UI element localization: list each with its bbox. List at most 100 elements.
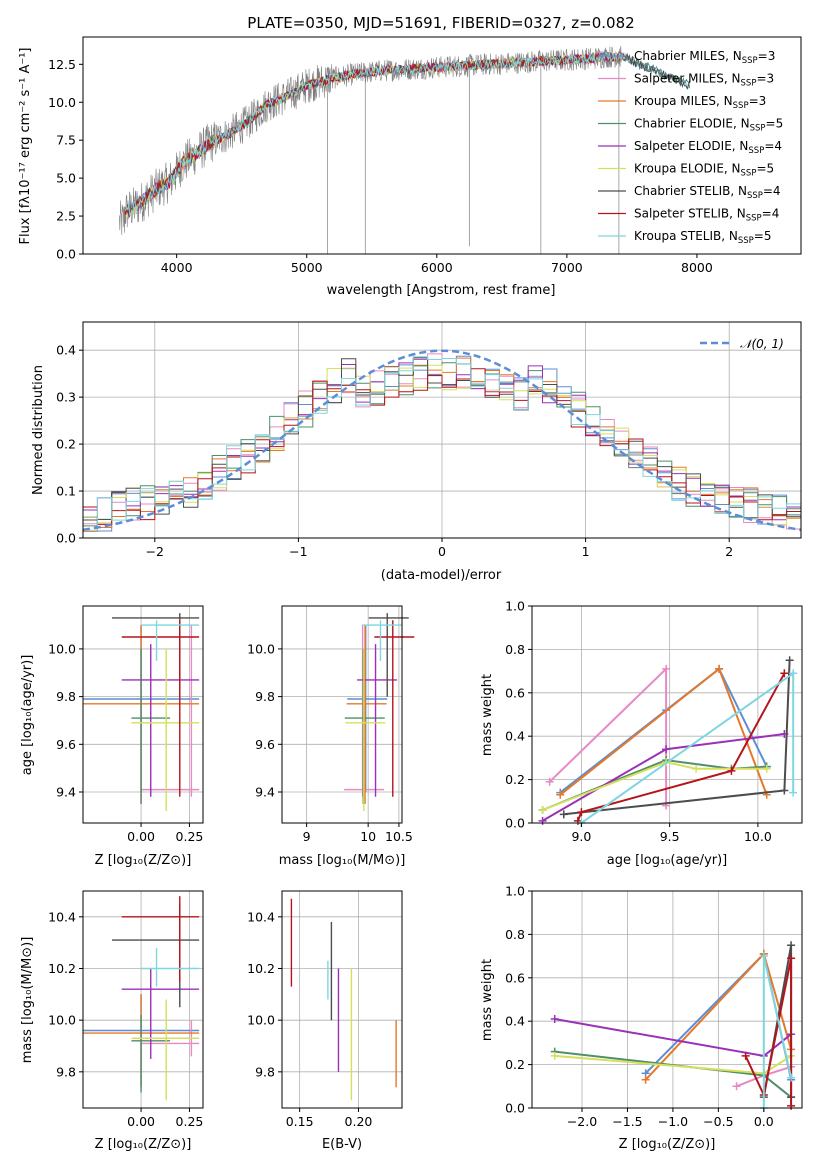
mass-weight-marker xyxy=(787,1073,796,1082)
mass-weight-line xyxy=(576,672,786,822)
y-tick-label: 9.8 xyxy=(255,1064,275,1079)
y-tick-label: 1.0 xyxy=(505,884,525,899)
y-tick-label: 0.6 xyxy=(505,685,525,700)
x-tick-label: −2 xyxy=(146,544,164,559)
y-tick-label: 0.4 xyxy=(505,729,525,744)
y-tick-label: 1.0 xyxy=(505,599,525,614)
mass-weight-marker xyxy=(641,1075,650,1084)
mass-ebv-panel: 0.15 0.20 9.8 10.0 10.2 10.4 E(B-V) xyxy=(247,890,403,1152)
mass-weight-line xyxy=(559,667,768,794)
y-tick-label: 10.4 xyxy=(247,909,275,924)
mass-weight-marker xyxy=(550,1051,559,1060)
y-tick-label: 0.0 xyxy=(56,531,76,546)
x-tick-label: −1 xyxy=(289,544,307,559)
mass-weight-marker xyxy=(662,745,671,754)
mw-z-panel: −2.0 −1.5 −1.0 −0.5 0.0 0.0 0.2 0.4 0.6 0.8 1.0 Z … xyxy=(480,884,803,1152)
x-tick-label: 2 xyxy=(725,544,733,559)
y-tick-label: 0.4 xyxy=(56,343,76,358)
y-tick-label: 0.8 xyxy=(505,927,525,942)
age-mass-xlabel: mass [log₁₀(M/M⊙)] xyxy=(279,853,406,868)
mass-weight-marker xyxy=(550,1015,559,1024)
y-tick-label: 10.2 xyxy=(247,961,275,976)
y-tick-label: 9.8 xyxy=(56,689,76,704)
y-tick-label: 12.5 xyxy=(48,57,76,72)
mass-ebv-xlabel: E(B-V) xyxy=(322,1137,362,1152)
legend-entry: Kroupa MILES, NSSP=3 xyxy=(634,94,766,111)
x-tick-label: 0.20 xyxy=(345,1114,373,1129)
y-tick-label: 5.0 xyxy=(56,171,76,186)
legend-entry: 𝒩(0, 1) xyxy=(740,337,784,351)
mw-age-panel: 9.0 9.5 10.0 0.0 0.2 0.4 0.6 0.8 1.0 age [log₁₀(… xyxy=(480,599,803,868)
x-tick-label: 0.25 xyxy=(176,1114,204,1129)
mass-weight-marker xyxy=(789,788,798,797)
y-tick-label: 9.6 xyxy=(56,737,76,752)
x-tick-label: 9 xyxy=(303,829,311,844)
age-z-ylabel: age [log₁₀(age/yr)] xyxy=(20,655,35,776)
residual-xlabel: (data-model)/error xyxy=(381,568,502,583)
x-tick-label: −2.0 xyxy=(567,1114,597,1129)
normal-curve xyxy=(82,349,802,532)
y-tick-label: 0.2 xyxy=(505,1057,525,1072)
x-tick-label: 5000 xyxy=(291,260,323,275)
x-tick-label: 10.0 xyxy=(744,829,772,844)
x-tick-label: 9.0 xyxy=(571,829,591,844)
mass-weight-marker xyxy=(715,664,724,673)
y-tick-label: 0.1 xyxy=(56,484,76,499)
x-tick-label: 8000 xyxy=(681,260,713,275)
legend-entry: Kroupa STELIB, NSSP=5 xyxy=(634,229,772,246)
mw-age-ylabel: mass weight xyxy=(480,674,495,756)
mass-weight-marker xyxy=(787,1101,796,1110)
y-tick-label: 10.0 xyxy=(247,641,275,656)
mass-weight-marker xyxy=(787,954,796,963)
residual-histogram xyxy=(83,356,801,531)
axes-frame xyxy=(82,890,204,1109)
legend-entry: Kroupa ELODIE, NSSP=5 xyxy=(634,162,774,179)
spectrum-ylabel: Flux [fλ10⁻¹⁷ erg cm⁻² s⁻¹ A⁻¹] xyxy=(18,48,33,245)
mass-z-ylabel: mass [log₁₀(M/M⊙)] xyxy=(20,937,35,1064)
mass-weight-marker xyxy=(787,941,796,950)
y-tick-label: 0.0 xyxy=(505,816,525,831)
y-tick-label: 9.8 xyxy=(255,689,275,704)
y-tick-label: 2.5 xyxy=(56,209,76,224)
axes-frame xyxy=(82,36,802,255)
x-tick-label: 0.00 xyxy=(127,1114,155,1129)
mass-weight-marker xyxy=(538,805,547,814)
y-tick-label: 0.0 xyxy=(56,247,76,262)
legend-entry: Chabrier STELIB, NSSP=4 xyxy=(634,184,781,201)
y-tick-label: 9.8 xyxy=(56,1064,76,1079)
x-tick-label: 7000 xyxy=(551,260,583,275)
mass-weight-marker xyxy=(780,669,789,678)
legend-entry: Salpeter STELIB, NSSP=4 xyxy=(634,207,779,224)
y-tick-label: 9.4 xyxy=(255,785,275,800)
y-tick-label: 0.2 xyxy=(505,772,525,787)
mass-weight-marker xyxy=(785,656,794,665)
x-tick-label: −1.5 xyxy=(612,1114,642,1129)
y-tick-label: 0.3 xyxy=(56,390,76,405)
mass-weight-marker xyxy=(741,1051,750,1060)
legend-entry: Salpeter MILES, NSSP=3 xyxy=(634,72,774,89)
mass-weight-line xyxy=(559,667,768,796)
legend-entry: Salpeter ELODIE, NSSP=4 xyxy=(634,139,782,156)
y-tick-label: 10.0 xyxy=(48,95,76,110)
mass-weight-marker xyxy=(556,790,565,799)
mass-weight-marker xyxy=(559,810,568,819)
age-mass-panel: 9 10 10.5 9.4 9.6 9.8 10.0 mass [log₁₀(M/M⊙)] xyxy=(247,605,415,868)
mass-weight-marker xyxy=(577,808,586,817)
x-tick-label: 10.5 xyxy=(385,829,413,844)
y-tick-label: 10.0 xyxy=(48,641,76,656)
x-tick-label: 0.25 xyxy=(176,829,204,844)
y-tick-label: 9.6 xyxy=(255,737,275,752)
mass-weight-marker xyxy=(789,669,798,678)
y-tick-label: 0.0 xyxy=(505,1101,525,1116)
x-tick-label: 0 xyxy=(438,544,446,559)
x-tick-label: −1.0 xyxy=(658,1114,688,1129)
y-tick-label: 10.0 xyxy=(247,1013,275,1028)
mass-weight-marker xyxy=(545,777,554,786)
axes-frame xyxy=(281,605,403,824)
x-tick-label: 0.00 xyxy=(127,829,155,844)
x-tick-label: −0.5 xyxy=(703,1114,733,1129)
residual-histogram xyxy=(83,368,801,525)
y-tick-label: 0.6 xyxy=(505,970,525,985)
mass-weight-line xyxy=(744,958,793,1106)
